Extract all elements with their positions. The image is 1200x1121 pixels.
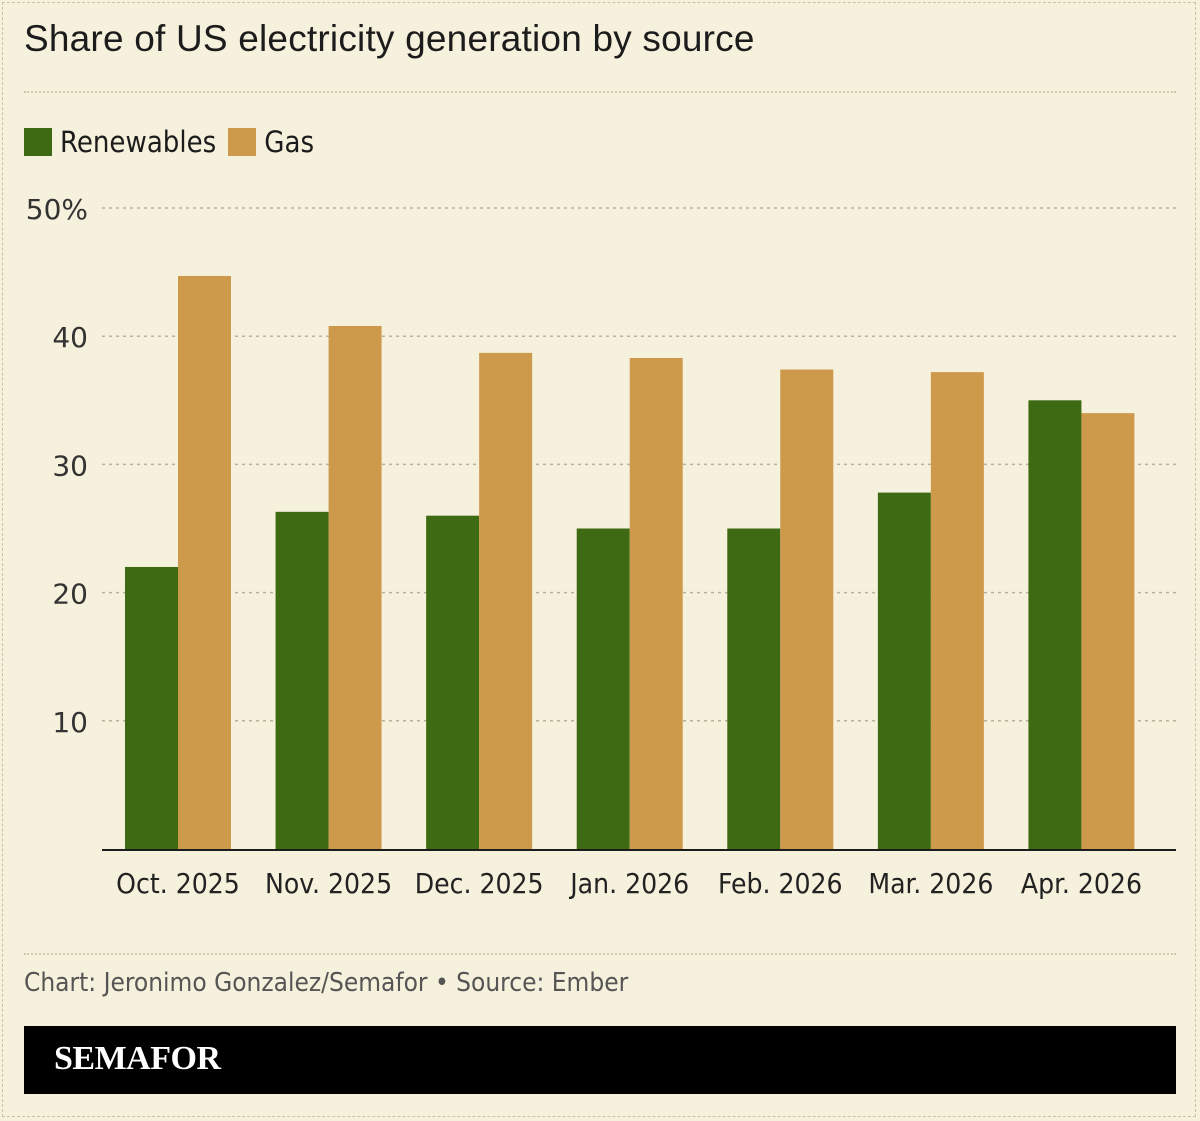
y-tick-label: 30	[52, 449, 88, 482]
chart-title: Share of US electricity generation by so…	[24, 18, 755, 59]
legend-label-renewables: Renewables	[60, 125, 217, 159]
bar-gas-2	[328, 325, 382, 850]
bar-gas-6	[930, 372, 984, 849]
chart-credit: Chart: Jeronimo Gonzalez/Semafor • Sourc…	[24, 968, 629, 998]
x-tick-label: Apr. 2026	[1021, 867, 1142, 900]
bar-chart: 10 20 30 40 50% Oct. 2025 Nov. 2025 Dec. 2025 Ja…	[26, 193, 1176, 900]
y-tick-label: 20	[52, 578, 88, 611]
x-tick-label: Dec. 2025	[415, 867, 544, 900]
x-tick-label: Jan. 2026	[568, 867, 689, 900]
y-tick-label: 50%	[26, 193, 88, 226]
legend-swatch-renewables	[24, 128, 52, 156]
bar-gas-5	[780, 369, 834, 849]
bar-renewables-1	[125, 566, 178, 849]
bar-renewables-6	[877, 492, 931, 849]
bar-renewables-5	[727, 528, 781, 849]
bar-renewables-4	[576, 528, 630, 849]
x-tick-label: Nov. 2025	[265, 867, 392, 900]
legend-swatch-gas	[228, 128, 257, 156]
brand-bar: SEMAFOR	[24, 1026, 1176, 1094]
y-tick-label: 10	[52, 706, 88, 739]
bar-gas-3	[479, 352, 533, 849]
y-tick-label: 40	[52, 321, 88, 354]
bar-renewables-7	[1028, 400, 1082, 849]
semafor-logo: SEMAFOR	[54, 1040, 221, 1077]
title-divider	[24, 91, 1176, 93]
x-tick-label: Oct. 2025	[116, 867, 240, 900]
x-tick-label: Mar. 2026	[868, 867, 993, 900]
legend-label-gas: Gas	[264, 125, 315, 159]
footer-divider	[24, 953, 1176, 955]
legend-item-renewables: Renewables	[24, 125, 216, 159]
bar-gas-7	[1081, 413, 1135, 849]
bar-gas-4	[629, 357, 683, 849]
legend: Renewables Gas	[24, 125, 326, 159]
bar-renewables-3	[426, 515, 480, 849]
bar-gas-1	[178, 275, 231, 849]
legend-item-gas: Gas	[228, 125, 314, 159]
bar-renewables-2	[275, 511, 329, 849]
x-tick-label: Feb. 2026	[718, 867, 843, 900]
